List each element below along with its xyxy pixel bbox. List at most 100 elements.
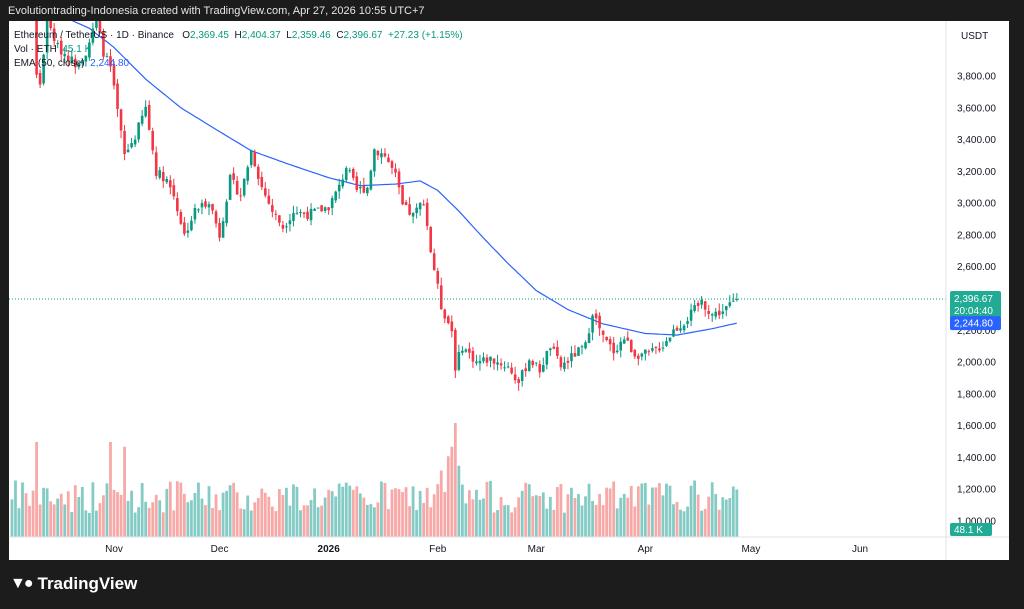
volume-bar [527,484,531,537]
candle-body [682,325,686,331]
low-label: L [286,30,292,41]
candle-body [545,350,549,365]
volume-bar [703,508,707,537]
volume-bar [372,507,376,537]
chart-panel[interactable]: USDT 1,000.00 1,200.00 1,400.00 1,600.00 1,80… [9,21,1009,560]
volume-bar [404,487,408,537]
volume-bar [172,510,176,537]
candle-body [394,168,397,173]
ema-label: EMA (50, close) [14,58,85,69]
volume-bar [605,487,609,537]
candle-body [278,215,281,223]
volume-bar [587,483,591,537]
candle-body [675,327,679,331]
volume-bar [721,497,725,537]
candle-body [404,202,408,205]
time-tick-label: Nov [105,544,123,555]
candle-body [119,109,123,131]
candle-body [418,203,422,210]
candle-body [260,176,264,188]
candle-body [373,149,376,172]
volume-bar [510,512,514,537]
tradingview-logo-icon: ▼● [10,575,33,592]
volume-bar [267,496,271,537]
candle-body [242,178,246,196]
ema-line [71,21,737,336]
candle-body [359,186,362,189]
candle-body [563,362,566,369]
volume-bar [559,483,563,537]
candle-body [401,185,404,205]
volume-bar [496,510,499,537]
candle-body [98,21,102,33]
volume-bar [552,509,556,537]
candle-body [422,204,425,206]
close-label: C [336,30,344,41]
volume-bar [439,470,443,537]
candle-body [214,211,218,224]
volume-bar [650,487,654,537]
candle-body [485,357,489,363]
volume-bar [144,501,148,537]
volume-bar [35,442,38,537]
candle-body [45,21,49,53]
logo-text: TradingView [37,574,138,593]
volume-bar [506,505,510,537]
candle-body [52,28,56,42]
volume-bar [380,481,383,537]
candle-body [123,130,126,155]
volume-bar [147,507,151,537]
volume-bar [253,502,257,537]
volume-bar [365,504,369,537]
candle-body [190,220,193,231]
volume-bar [700,510,704,537]
volume-bar [285,487,288,537]
volume-bar [647,504,651,537]
price-chart[interactable]: USDT 1,000.00 1,200.00 1,400.00 1,600.00 1,80… [9,21,1009,560]
candle-body [56,43,59,45]
candle-body [161,171,165,182]
volume-bar [320,505,324,537]
candle-body [66,55,70,62]
volume-bar [165,488,169,537]
candle-body [689,309,693,321]
candle-body [204,201,207,207]
volume-bar [263,492,267,537]
volume-bar [478,499,482,537]
volume-bar [256,497,260,537]
candle-body [510,367,513,374]
candle-body [207,204,211,208]
volume-bar [696,494,700,537]
candle-body [496,362,499,365]
volume-bar [218,510,221,537]
candle-body [390,161,394,168]
volume-bar [193,492,197,537]
volume-bar [513,507,517,537]
candle-body [232,173,235,180]
candle-body [42,54,45,84]
candle-body [292,212,295,221]
tradingview-logo[interactable]: ▼● TradingView [10,574,137,594]
candle-body [538,364,542,373]
candle-body [559,357,563,368]
candle-body [221,221,225,238]
volume-bar [538,496,542,537]
volume-bar [38,504,42,537]
candle-body [130,143,133,148]
candle-body [246,167,250,181]
candle-body [619,341,623,351]
volume-bar [168,481,172,537]
volume-bar [274,511,278,537]
candle-body [362,185,366,193]
volume-bar [348,485,352,537]
candle-body [77,62,81,68]
volume-bar [408,506,411,537]
candle-body [193,207,197,220]
volume-bar [668,485,672,537]
candle-body [380,153,383,158]
price-tick-label: 1,000.00 [957,517,996,528]
candle-body [239,195,242,197]
volume-bar [24,493,28,537]
price-tick-label: 3,800.00 [957,72,996,83]
candle-body [665,341,668,346]
